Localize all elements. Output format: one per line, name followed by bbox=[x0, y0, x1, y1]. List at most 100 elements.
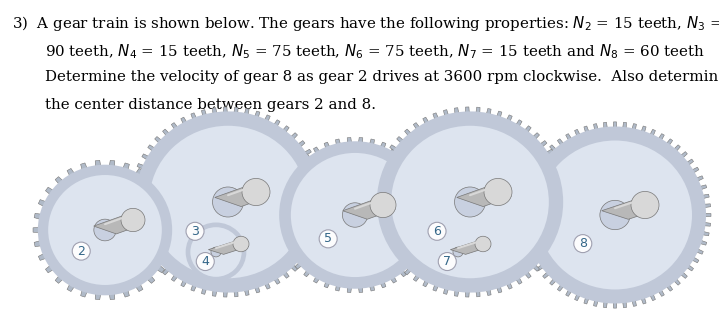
Ellipse shape bbox=[342, 203, 367, 227]
Polygon shape bbox=[495, 281, 502, 293]
Polygon shape bbox=[566, 133, 574, 146]
Polygon shape bbox=[313, 189, 326, 195]
Polygon shape bbox=[336, 281, 342, 291]
Polygon shape bbox=[204, 220, 209, 227]
Polygon shape bbox=[201, 110, 209, 122]
Text: 3: 3 bbox=[191, 225, 199, 238]
Polygon shape bbox=[55, 273, 65, 283]
Ellipse shape bbox=[142, 119, 314, 286]
Polygon shape bbox=[535, 141, 547, 151]
Ellipse shape bbox=[631, 191, 659, 218]
Polygon shape bbox=[594, 294, 600, 307]
Polygon shape bbox=[55, 177, 65, 187]
Polygon shape bbox=[687, 254, 699, 263]
Polygon shape bbox=[279, 126, 289, 137]
Polygon shape bbox=[293, 253, 305, 264]
Polygon shape bbox=[95, 160, 101, 171]
Polygon shape bbox=[182, 250, 188, 254]
Polygon shape bbox=[223, 220, 228, 227]
Polygon shape bbox=[669, 274, 680, 285]
Polygon shape bbox=[423, 202, 434, 207]
Polygon shape bbox=[299, 245, 311, 255]
Ellipse shape bbox=[430, 225, 486, 279]
Polygon shape bbox=[484, 240, 491, 245]
Polygon shape bbox=[546, 159, 559, 167]
Polygon shape bbox=[180, 275, 190, 287]
Polygon shape bbox=[304, 159, 316, 167]
Polygon shape bbox=[243, 108, 249, 121]
Polygon shape bbox=[188, 231, 195, 238]
Polygon shape bbox=[134, 168, 143, 180]
Polygon shape bbox=[379, 163, 392, 171]
Polygon shape bbox=[142, 241, 155, 250]
Polygon shape bbox=[224, 107, 228, 119]
Polygon shape bbox=[698, 222, 710, 226]
Polygon shape bbox=[423, 223, 434, 228]
Polygon shape bbox=[214, 219, 218, 225]
Polygon shape bbox=[574, 129, 582, 141]
Polygon shape bbox=[566, 285, 574, 296]
Polygon shape bbox=[313, 210, 326, 214]
Polygon shape bbox=[153, 187, 165, 197]
Polygon shape bbox=[299, 149, 311, 159]
Polygon shape bbox=[286, 260, 298, 271]
Polygon shape bbox=[195, 224, 201, 231]
Polygon shape bbox=[165, 213, 176, 220]
Polygon shape bbox=[131, 214, 144, 220]
Polygon shape bbox=[504, 115, 512, 127]
Polygon shape bbox=[639, 126, 646, 138]
Polygon shape bbox=[130, 195, 142, 199]
Polygon shape bbox=[528, 133, 539, 144]
Polygon shape bbox=[122, 163, 129, 174]
Polygon shape bbox=[541, 149, 554, 159]
Polygon shape bbox=[95, 290, 101, 300]
Polygon shape bbox=[378, 142, 386, 153]
Polygon shape bbox=[288, 251, 298, 260]
Polygon shape bbox=[429, 231, 436, 238]
Polygon shape bbox=[553, 219, 566, 225]
Ellipse shape bbox=[384, 119, 556, 286]
Polygon shape bbox=[464, 277, 470, 284]
Polygon shape bbox=[145, 273, 155, 283]
Polygon shape bbox=[191, 113, 199, 125]
Polygon shape bbox=[378, 277, 386, 288]
Polygon shape bbox=[296, 161, 306, 171]
Polygon shape bbox=[504, 277, 512, 289]
Polygon shape bbox=[555, 189, 567, 195]
Polygon shape bbox=[631, 124, 636, 136]
Polygon shape bbox=[45, 187, 57, 197]
Polygon shape bbox=[444, 282, 450, 294]
Ellipse shape bbox=[475, 236, 491, 252]
Polygon shape bbox=[372, 195, 384, 199]
Polygon shape bbox=[697, 194, 709, 200]
Polygon shape bbox=[584, 292, 591, 304]
Polygon shape bbox=[67, 168, 76, 180]
Ellipse shape bbox=[370, 193, 396, 218]
Polygon shape bbox=[275, 213, 285, 217]
Polygon shape bbox=[314, 200, 326, 204]
Ellipse shape bbox=[211, 247, 221, 257]
Polygon shape bbox=[373, 214, 385, 220]
Polygon shape bbox=[457, 188, 511, 207]
Polygon shape bbox=[647, 129, 656, 141]
Polygon shape bbox=[375, 174, 388, 180]
Polygon shape bbox=[171, 123, 181, 134]
Polygon shape bbox=[153, 263, 165, 273]
Ellipse shape bbox=[43, 170, 167, 290]
Polygon shape bbox=[165, 240, 176, 247]
Polygon shape bbox=[38, 200, 50, 208]
Polygon shape bbox=[231, 273, 237, 280]
Text: 7: 7 bbox=[444, 255, 452, 268]
Polygon shape bbox=[262, 277, 270, 289]
Polygon shape bbox=[473, 273, 480, 280]
Polygon shape bbox=[137, 163, 150, 171]
Polygon shape bbox=[523, 185, 536, 192]
Polygon shape bbox=[521, 230, 533, 236]
Polygon shape bbox=[147, 145, 160, 155]
Polygon shape bbox=[358, 282, 363, 293]
Polygon shape bbox=[212, 108, 218, 120]
Polygon shape bbox=[303, 267, 313, 277]
Polygon shape bbox=[557, 139, 567, 150]
Ellipse shape bbox=[484, 178, 512, 205]
Polygon shape bbox=[45, 263, 57, 273]
